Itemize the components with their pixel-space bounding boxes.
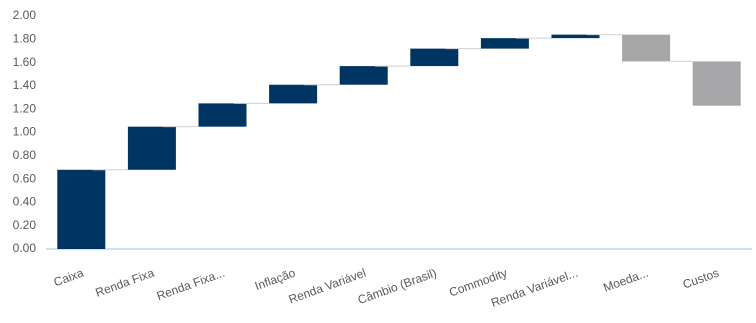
bar <box>622 34 671 62</box>
y-tick-label: 0.40 <box>13 195 37 209</box>
x-tick-label: Renda Fixa... <box>155 266 227 304</box>
x-tick-label: Custos <box>681 266 721 292</box>
x-tick-label: Renda Variável <box>287 266 368 307</box>
bar <box>198 103 247 127</box>
y-tick-label: 0.20 <box>13 218 37 232</box>
y-tick-label: 1.40 <box>13 78 37 92</box>
y-tick-label: 1.00 <box>13 125 37 139</box>
y-tick-label: 0.80 <box>13 148 37 162</box>
bar <box>269 84 318 104</box>
bar <box>692 61 741 106</box>
y-tick-label: 1.20 <box>13 101 37 115</box>
bar <box>551 34 600 39</box>
x-tick-label: Inflação <box>253 266 298 294</box>
bar <box>57 169 106 249</box>
x-tick-label: Caixa <box>52 266 86 290</box>
y-tick-label: 0.00 <box>13 241 37 255</box>
y-tick-label: 1.60 <box>13 55 37 69</box>
y-tick-label: 1.80 <box>13 31 37 45</box>
x-tick-label: Renda Fixa <box>94 266 157 300</box>
bar <box>339 66 388 85</box>
x-tick-label: Câmbio (Brasil) <box>356 266 438 307</box>
bar <box>480 38 529 49</box>
y-tick-label: 0.60 <box>13 171 37 185</box>
bar <box>127 126 176 170</box>
x-tick-label: Moeda... <box>602 266 651 295</box>
y-tick-label: 2.00 <box>13 8 37 22</box>
bar <box>410 48 459 67</box>
